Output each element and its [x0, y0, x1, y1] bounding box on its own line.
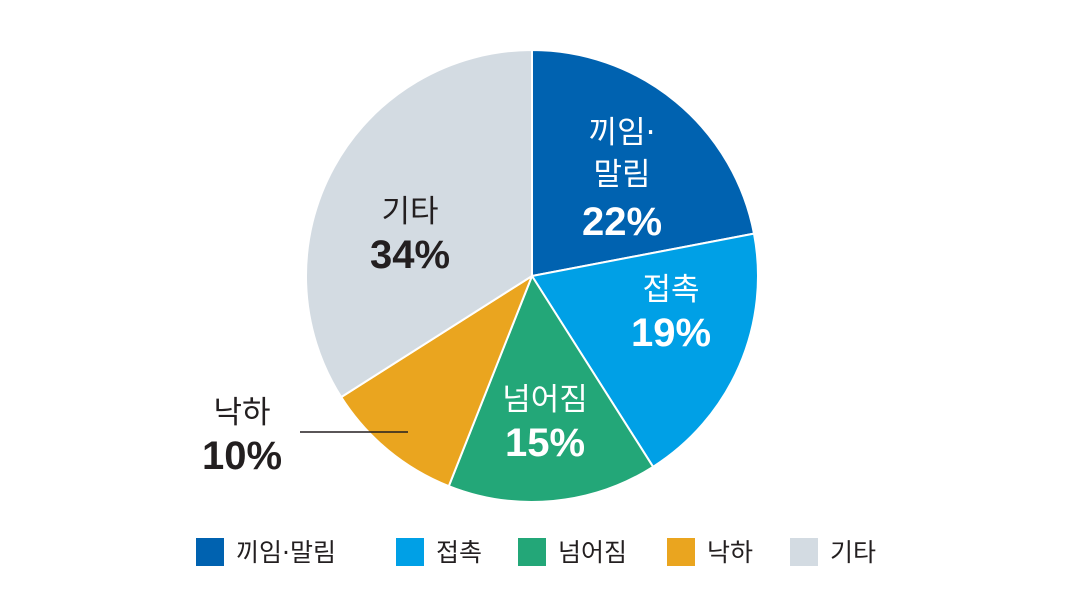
- slice-label: 낙하: [213, 395, 270, 431]
- slice-label: 말림: [593, 157, 650, 193]
- legend-swatch: [518, 538, 546, 566]
- legend-label: 낙하: [707, 538, 753, 567]
- slice-2-wedge: [531, 232, 759, 468]
- slice-label: 끼임·: [589, 115, 656, 151]
- legend-swatch: [790, 538, 818, 566]
- slice-value-label: 15%: [505, 421, 585, 465]
- slice-label: 접촉: [642, 272, 699, 308]
- slice-1-wedge: [531, 49, 755, 277]
- legend-item: 끼임·말림: [196, 538, 336, 567]
- slice-label: 기타: [381, 194, 438, 230]
- legend: 끼임·말림 접촉 넘어짐 낙하 기타: [196, 538, 876, 567]
- legend-swatch: [196, 538, 224, 566]
- legend-label: 접촉: [436, 538, 482, 567]
- legend-swatch: [667, 538, 695, 566]
- slice-value-label: 22%: [582, 200, 662, 244]
- legend-item: 낙하: [667, 538, 753, 567]
- slice-5-wedge: [305, 49, 533, 399]
- legend-item: 접촉: [396, 538, 482, 567]
- slice-value-label: 19%: [631, 311, 711, 355]
- slice-label: 넘어짐: [502, 382, 588, 418]
- slice-value-label: 10%: [202, 434, 282, 478]
- legend-item: 기타: [790, 538, 876, 567]
- legend-label: 넘어짐: [558, 538, 627, 567]
- pie-slices: [305, 49, 759, 503]
- legend-label: 끼임·말림: [236, 538, 336, 567]
- legend-swatch: [396, 538, 424, 566]
- slice-1-label-group: 끼임· 말림 22%: [582, 115, 662, 244]
- slice-3-wedge: [447, 275, 655, 503]
- slice-4-wedge: [340, 275, 533, 488]
- legend-item: 넘어짐: [518, 538, 627, 567]
- legend-label: 기타: [830, 538, 876, 567]
- slice-value-label: 34%: [370, 233, 450, 277]
